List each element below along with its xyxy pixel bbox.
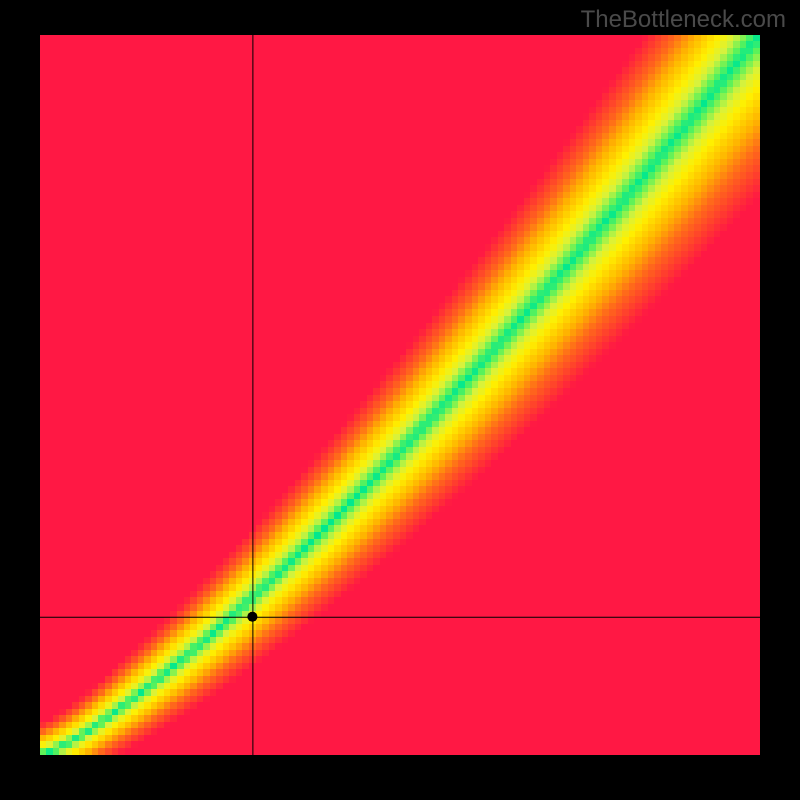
heatmap-canvas xyxy=(40,35,760,755)
watermark-text: TheBottleneck.com xyxy=(581,6,786,34)
chart-frame: TheBottleneck.com xyxy=(0,0,800,800)
heatmap-plot xyxy=(40,35,760,755)
